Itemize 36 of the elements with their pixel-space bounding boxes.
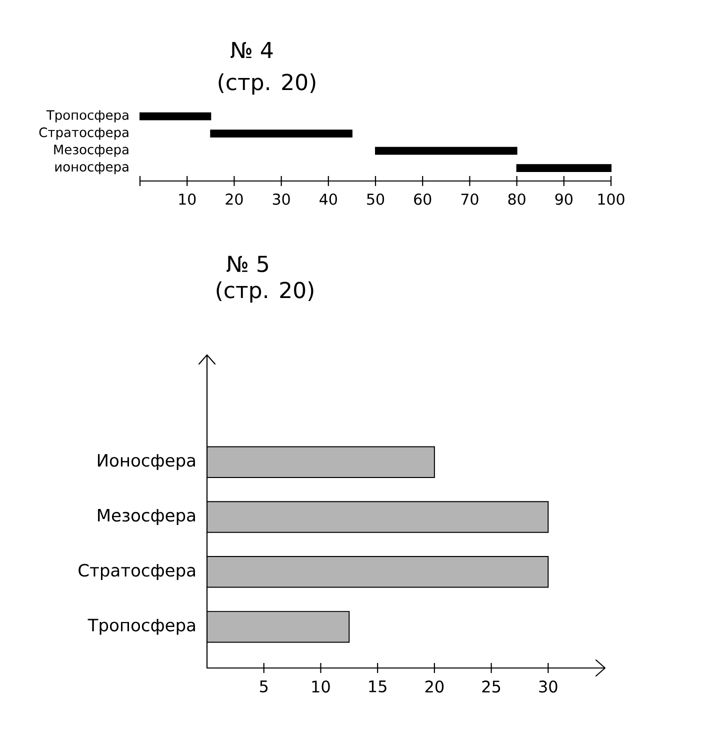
y-tick-label: Стратосфера <box>39 127 128 140</box>
bar <box>375 146 518 155</box>
chart-subtitle: (стр. 20) <box>218 73 316 95</box>
x-tick-label: 20 <box>425 680 444 693</box>
x-tick-label: 100 <box>598 194 624 205</box>
chart-title: № 5 <box>226 256 268 272</box>
y-tick-label: Тропосфера <box>46 110 128 122</box>
bar <box>516 164 612 172</box>
x-tick-label: 15 <box>369 680 386 692</box>
y-tick-label: Мезосфера <box>98 509 195 525</box>
y-tick-label: ионосфера <box>55 162 128 174</box>
bar <box>140 112 212 120</box>
y-tick-label: Мезосфера <box>54 144 128 157</box>
bar <box>206 556 549 588</box>
bar <box>206 501 549 533</box>
x-tick-label: 10 <box>179 194 196 205</box>
x-tick-label: 25 <box>482 680 500 693</box>
chart-subtitle: (стр. 20) <box>216 281 314 303</box>
y-tick-label: Ионосфера <box>98 454 195 470</box>
x-tick-label: 30 <box>272 194 290 205</box>
x-tick-label: 60 <box>414 194 432 205</box>
x-tick-label: 90 <box>555 194 572 205</box>
bar <box>210 130 352 138</box>
bar <box>206 446 435 478</box>
y-tick-label: Стратосфера <box>78 564 195 580</box>
chart-title: № 4 <box>230 42 273 58</box>
bar <box>206 610 350 643</box>
y-tick-label: Тропосфера <box>88 618 195 635</box>
x-tick-label: 30 <box>539 680 558 693</box>
x-tick-label: 50 <box>367 194 384 205</box>
x-tick-label: 5 <box>260 680 268 692</box>
x-tick-label: 40 <box>320 194 337 205</box>
x-tick-label: 10 <box>312 680 330 693</box>
x-tick-label: 80 <box>508 194 526 205</box>
x-tick-label: 70 <box>461 194 478 205</box>
x-tick-label: 20 <box>226 194 243 205</box>
